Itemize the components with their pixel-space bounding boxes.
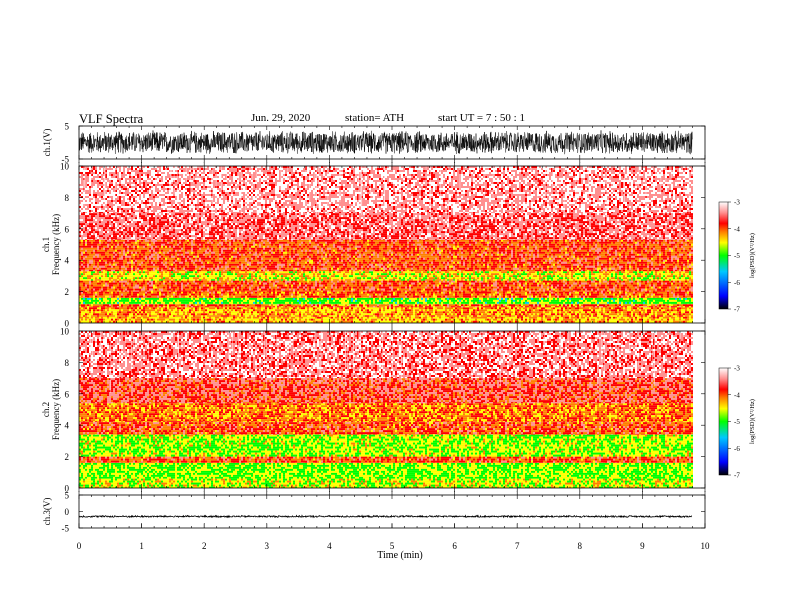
- ch3-waveform-tick-label: 5: [65, 491, 70, 501]
- ch2-spectrogram-tick-label: 6: [65, 389, 70, 399]
- ch2-spectrogram-colorbar-tick-label: -3: [734, 365, 740, 373]
- x-axis-tick-label: 4: [327, 541, 332, 551]
- ch1-spectrogram-band: [79, 166, 693, 214]
- ch2-spectrogram-band: [79, 403, 693, 423]
- ch1-spectrogram-tick-label: 10: [60, 162, 70, 172]
- ch2-spectrogram-ylabel-line: Frequency (kHz): [51, 379, 61, 440]
- ch2-spectrogram-colorbar-scale: [718, 367, 729, 476]
- ch1-spectrogram-colorbar-tick-label: -3: [734, 199, 740, 207]
- ch1-spectrogram-band: [79, 239, 693, 272]
- ch3-waveform-tick-label: 0: [65, 507, 70, 517]
- station-label: station= ATH: [345, 112, 404, 124]
- ch1-spectrogram-band: [79, 213, 693, 240]
- ch2-spectrogram-tick-label: 8: [65, 358, 70, 368]
- ch2-spectrogram-image: [79, 331, 705, 488]
- ch2-spectrogram-band: [79, 462, 693, 479]
- ch2-spectrogram-tick-label: 2: [65, 452, 70, 462]
- ch1-spectrogram-band: [79, 271, 693, 281]
- ch3-waveform-trace-group: [79, 514, 693, 519]
- ch1-spectrogram-colorbar-tick-label: -5: [734, 252, 740, 260]
- x-axis-tick-label: 9: [640, 541, 645, 551]
- ch1-waveform-trace: [79, 130, 693, 155]
- ch1-spectrogram-tick-label: 6: [65, 224, 70, 234]
- ch2-spectrogram-panel: 0 2 4 6 8 10 ch.2Frequency (kHz): [41, 327, 706, 494]
- x-axis-tick-label: 10: [701, 541, 711, 551]
- x-axis-label: Time (min): [377, 550, 422, 561]
- x-axis: 0 1 2 3 4 5 6 7 8 9 10: [77, 159, 710, 551]
- ch1-spectrogram-tick-label: 8: [65, 193, 70, 203]
- ch1-spectrogram-ylabel-line: Frequency (kHz): [51, 214, 61, 275]
- ch2-spectrogram-band: [79, 378, 693, 404]
- ch1-spectrogram-ylabel: ch.1Frequency (kHz): [41, 214, 61, 275]
- ch2-spectrogram-colorbar-label: log(PSD)(V²/Hz): [749, 399, 756, 444]
- ch3-waveform-trace: [79, 514, 693, 519]
- ch1-spectrogram-colorbar-tick-label: -4: [734, 225, 740, 233]
- ch1-spectrogram-colorbar-scale: [718, 201, 729, 310]
- ch3-waveform-tick-label: -5: [62, 524, 70, 534]
- ch1-spectrogram-band: [79, 307, 693, 317]
- ch1-spectrogram-band: [79, 297, 693, 305]
- ch1-spectrogram-panel: 0 2 4 6 8 10 ch.1Frequency (kHz): [41, 162, 706, 329]
- chart-title: VLF Spectra: [79, 112, 143, 127]
- date-label: Jun. 29, 2020: [251, 112, 310, 124]
- ch1-spectrogram-colorbar-label: log(PSD)(V²/Hz): [749, 233, 756, 278]
- ch1-waveform-ylabel: ch.1(V): [42, 129, 52, 157]
- ch2-spectrogram-band: [79, 422, 693, 435]
- ch2-spectrogram-tick-label: 10: [60, 327, 70, 337]
- ch1-waveform-tick-label: 5: [65, 122, 70, 132]
- ch2-spectrogram-band: [79, 478, 693, 488]
- ch2-spectrogram-band: [79, 456, 693, 463]
- ch3-waveform-ylabel-line: ch.3(V): [42, 498, 52, 526]
- x-axis-tick-label: 1: [139, 541, 144, 551]
- ch1-spectrogram-band: [79, 304, 693, 308]
- x-axis-tick-label: 7: [515, 541, 520, 551]
- ch3-waveform-ylabel: ch.3(V): [42, 498, 52, 526]
- ch1-spectrogram-band: [79, 291, 693, 298]
- ch1-spectrogram-image: [79, 166, 705, 323]
- ch1-spectrogram-ylabel-line: ch.1: [41, 237, 51, 252]
- x-axis-tick-label: 2: [202, 541, 207, 551]
- ch2-spectrogram-band: [79, 434, 693, 457]
- x-axis-tick-label: 5: [390, 541, 395, 551]
- ch2-spectrogram-tick-label: 0: [65, 484, 70, 494]
- ch2-colorbar: -3 -4 -5 -6 -7 log(PSD)(V²/Hz): [718, 365, 756, 480]
- ch1-spectrogram-colorbar-tick-label: -6: [734, 279, 740, 287]
- x-axis-tick-label: 6: [452, 541, 457, 551]
- x-axis-tick-label: 0: [77, 541, 82, 551]
- ch2-spectrogram-colorbar-tick-label: -7: [734, 472, 740, 480]
- ch1-spectrogram-tick-label: 0: [65, 319, 70, 329]
- ch2-spectrogram-ylabel-line: ch.2: [41, 402, 51, 417]
- ch1-waveform-trace-group: [79, 130, 693, 155]
- ch1-colorbar: -3 -4 -5 -6 -7 log(PSD)(V²/Hz): [718, 199, 756, 314]
- ch1-waveform-panel: 5 -5 ch.1(V): [42, 122, 706, 165]
- x-axis-tick-label: 3: [265, 541, 270, 551]
- ch1-waveform-ylabel-line: ch.1(V): [42, 129, 52, 157]
- ch1-spectrogram-tick-label: 2: [65, 287, 70, 297]
- start-time-label: start UT = 7 : 50 : 1: [438, 112, 525, 124]
- ch1-waveform-tick-label: -5: [62, 155, 70, 165]
- ch1-spectrogram-band: [79, 316, 693, 323]
- x-axis-tick-label: 8: [578, 541, 583, 551]
- ch2-spectrogram-colorbar-tick-label: -6: [734, 445, 740, 453]
- ch1-spectrogram-colorbar-tick-label: -7: [734, 306, 740, 314]
- ch2-spectrogram-colorbar-tick-label: -4: [734, 391, 740, 399]
- ch1-spectrogram-tick-label: 4: [65, 256, 70, 266]
- ch2-spectrogram-ylabel: ch.2Frequency (kHz): [41, 379, 61, 440]
- ch1-spectrogram-band: [79, 280, 693, 292]
- ch2-spectrogram-tick-label: 4: [65, 421, 70, 431]
- ch2-spectrogram-colorbar-tick-label: -5: [734, 418, 740, 426]
